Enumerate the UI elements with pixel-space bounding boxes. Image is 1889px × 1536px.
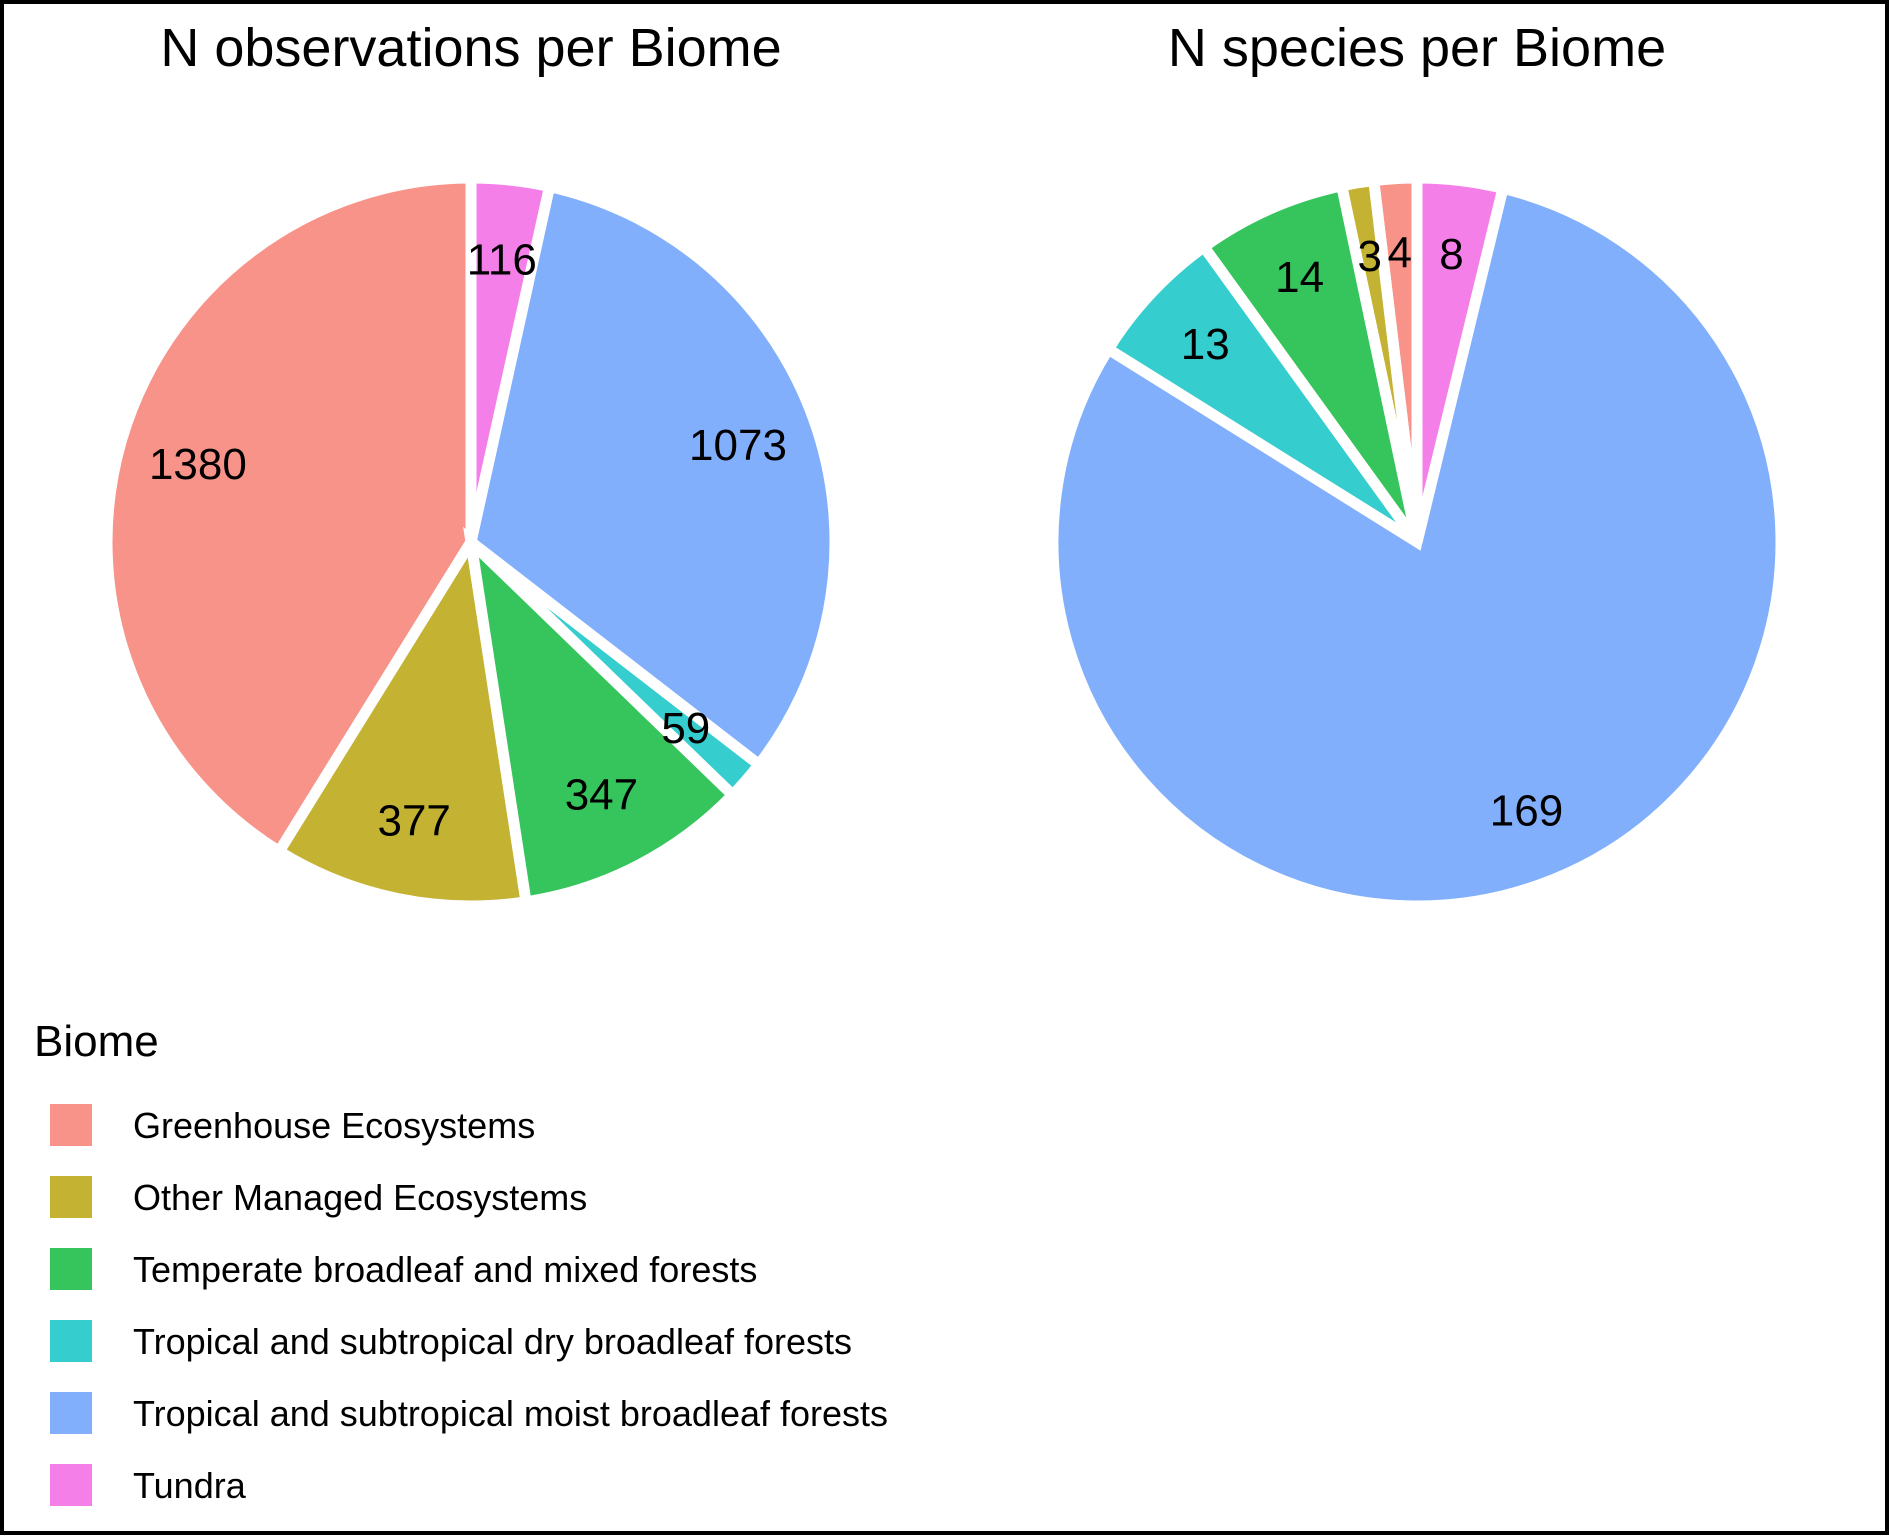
legend-items: Greenhouse Ecosystems Other Managed Ecosy… — [50, 1104, 888, 1506]
observations-pie-slices — [101, 172, 841, 912]
slice-label-temperate-broadleaf-and-mixed-forests: 14 — [1275, 253, 1324, 302]
legend-swatch-other-managed-ecosystems — [50, 1176, 92, 1218]
legend-swatch-greenhouse-ecosystems — [50, 1104, 92, 1146]
legend-swatch-tundra — [50, 1464, 92, 1506]
legend-swatch-tropical-and-subtropical-moist-broadleaf-forests — [50, 1392, 92, 1434]
species-pie-chart: N species per Biome 43 14 13 169 8 — [1047, 18, 1787, 912]
pie-slice-tropical-and-subtropical-moist-broadleaf-forests — [1047, 181, 1787, 912]
legend-label-tropical-and-subtropical-dry-broadleaf-forests: Tropical and subtropical dry broadleaf f… — [133, 1321, 852, 1362]
legend-label-other-managed-ecosystems: Other Managed Ecosystems — [133, 1177, 587, 1218]
slice-label-other-managed-ecosystems: 3 — [1357, 232, 1381, 281]
slice-label-tropical-and-subtropical-dry-broadleaf-forests: 59 — [661, 704, 710, 753]
pie-slice-other-managed-ecosystems — [271, 526, 533, 912]
legend-label-tropical-and-subtropical-moist-broadleaf-forests: Tropical and subtropical moist broadleaf… — [133, 1393, 888, 1434]
observations-pie-labels: 1380 377 347 59 1073 116 — [149, 236, 787, 846]
observations-chart-title: N observations per Biome — [160, 18, 781, 78]
legend-label-temperate-broadleaf-and-mixed-forests: Temperate broadleaf and mixed forests — [133, 1249, 757, 1290]
slice-label-greenhouse-ecosystems: 4 — [1387, 229, 1411, 278]
slice-label-tropical-and-subtropical-moist-broadleaf-forests: 169 — [1490, 787, 1563, 836]
legend-label-tundra: Tundra — [133, 1465, 247, 1506]
slice-label-tundra: 116 — [467, 236, 537, 285]
legend-swatch-tropical-and-subtropical-dry-broadleaf-forests — [50, 1320, 92, 1362]
slice-label-other-managed-ecosystems: 377 — [377, 796, 450, 845]
slice-label-tropical-and-subtropical-moist-broadleaf-forests: 1073 — [689, 421, 787, 470]
pie-charts-figure: N observations per Biome 1380 377 347 59 107… — [34, 18, 1787, 1506]
species-pie-slices — [1047, 172, 1787, 912]
pie-slice-tropical-and-subtropical-moist-broadleaf-forests — [464, 180, 841, 773]
species-chart-title: N species per Biome — [1168, 18, 1666, 78]
observations-pie-chart: N observations per Biome 1380 377 347 59 107… — [101, 18, 841, 912]
legend-title: Biome — [34, 1017, 159, 1066]
legend-swatch-temperate-broadleaf-and-mixed-forests — [50, 1248, 92, 1290]
slice-label-greenhouse-ecosystems: 1380 — [149, 440, 247, 489]
pie-slice-temperate-broadleaf-and-mixed-forests — [463, 526, 741, 909]
biome-legend: Biome Greenhouse Ecosystems Other Managed… — [34, 1017, 888, 1506]
slice-label-tundra: 8 — [1439, 230, 1463, 279]
slice-label-temperate-broadleaf-and-mixed-forests: 347 — [565, 770, 638, 819]
pie-slice-tundra — [1411, 172, 1510, 544]
species-pie-labels: 43 14 13 169 8 — [1181, 229, 1563, 836]
slice-label-tropical-and-subtropical-dry-broadleaf-forests: 13 — [1181, 320, 1230, 369]
pie-slice-tundra — [465, 172, 557, 544]
legend-label-greenhouse-ecosystems: Greenhouse Ecosystems — [133, 1105, 535, 1146]
